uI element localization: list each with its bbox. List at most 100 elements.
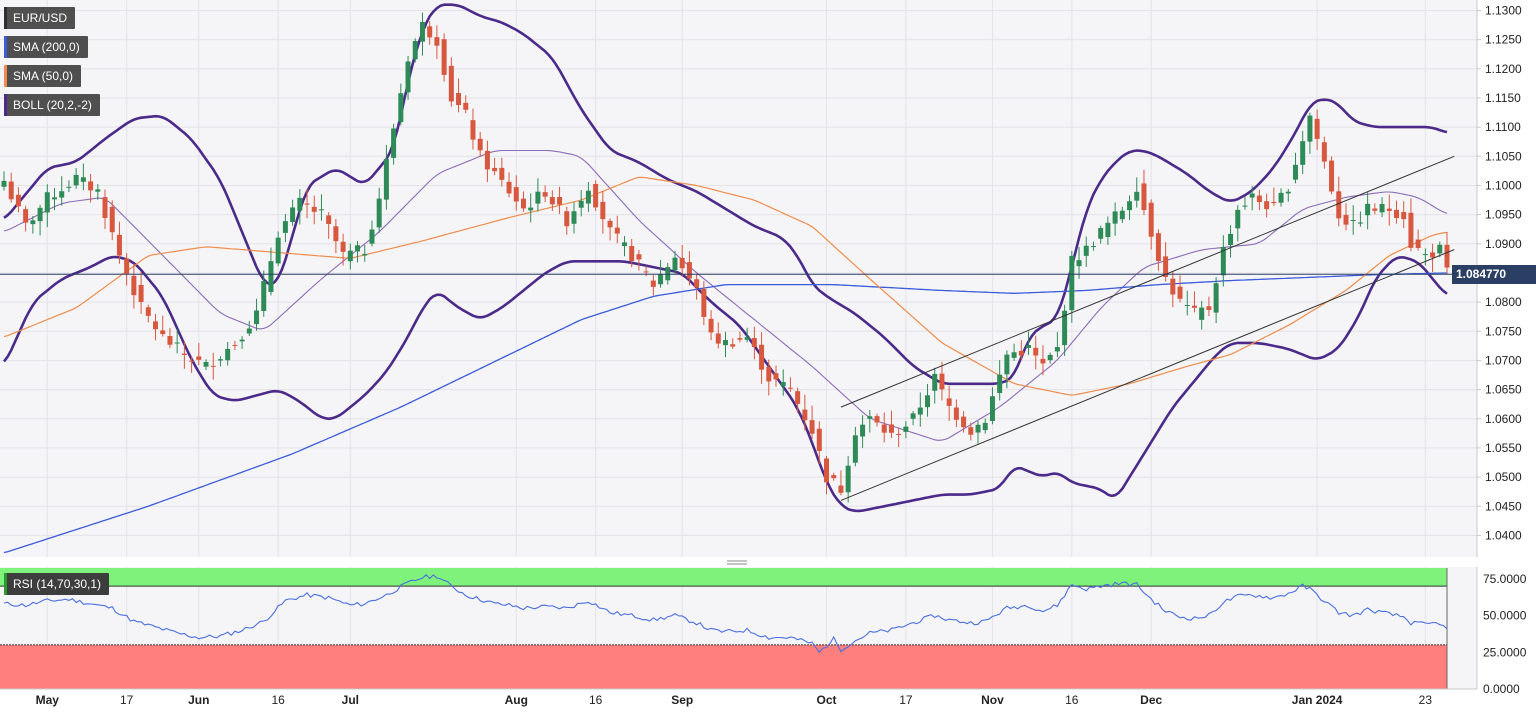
candle: [694, 273, 700, 300]
candle: [189, 356, 195, 373]
candle: [795, 387, 801, 413]
candle-body: [1105, 222, 1111, 238]
candle: [1256, 189, 1262, 211]
candle-body: [1127, 201, 1133, 211]
candle-body: [1336, 191, 1342, 219]
candle: [261, 270, 267, 317]
candle-body: [982, 422, 988, 431]
symbol-label[interactable]: EUR/USD: [4, 7, 76, 29]
candle-body: [225, 348, 231, 361]
candle: [492, 158, 498, 176]
candle-body: [1040, 358, 1046, 364]
rsi-label[interactable]: RSI (14,70,30,1): [4, 573, 110, 595]
candle-body: [946, 398, 952, 406]
indicator-label-sma50[interactable]: SMA (50,0): [4, 65, 82, 87]
candle-body: [174, 342, 180, 344]
candle-body: [1271, 201, 1277, 204]
candle: [578, 189, 584, 217]
candle: [585, 182, 591, 212]
boll-swatch: [4, 94, 7, 116]
pane-resize-handle[interactable]: [0, 557, 1477, 567]
candle-body: [1321, 142, 1327, 162]
candle: [311, 195, 317, 225]
candle-body: [326, 215, 332, 225]
candle: [744, 327, 750, 343]
candle-body: [1011, 352, 1017, 358]
candle-body: [989, 396, 995, 421]
candle: [665, 262, 671, 285]
candle-body: [412, 40, 418, 60]
time-tick-label: Jun: [188, 693, 209, 707]
candle: [1054, 332, 1060, 358]
candle: [506, 172, 512, 198]
candle-body: [636, 254, 642, 260]
candle-body: [282, 221, 288, 233]
candle: [1336, 176, 1342, 227]
candle-body: [751, 338, 757, 348]
price-tick-label: 1.0550: [1485, 441, 1522, 455]
candle-body: [1191, 305, 1197, 308]
candle-body: [578, 200, 584, 208]
candle: [52, 187, 58, 211]
candle-body: [585, 190, 591, 204]
candle-body: [766, 366, 772, 382]
candle-body: [210, 365, 216, 367]
candle: [1040, 345, 1046, 376]
candle-body: [759, 344, 765, 370]
indicator-label-sma200[interactable]: SMA (200,0): [4, 36, 88, 58]
candle-body: [189, 360, 195, 362]
channel-lines: [0, 155, 1477, 501]
candle: [989, 387, 995, 425]
candle-body: [52, 197, 58, 200]
candle-body: [816, 428, 822, 451]
candle: [427, 21, 433, 45]
candle-body: [809, 420, 815, 434]
candle-body: [549, 197, 555, 205]
candle: [888, 410, 894, 439]
candle: [636, 250, 642, 271]
candle: [44, 184, 50, 228]
sma200-swatch: [4, 36, 7, 58]
candle: [614, 215, 620, 244]
candle: [448, 57, 454, 107]
candle: [138, 271, 144, 314]
candle-body: [795, 391, 801, 404]
candle-body: [787, 387, 793, 389]
candle-body: [95, 189, 101, 192]
candle: [1076, 246, 1082, 279]
price-tick-label: 1.0750: [1485, 324, 1522, 338]
candle: [1249, 186, 1255, 211]
rsi-line: [3, 574, 1448, 654]
indicator-label-boll[interactable]: BOLL (20,2,-2): [4, 94, 100, 116]
time-tick-label: 17: [120, 693, 134, 707]
candle-body: [304, 203, 310, 205]
candle-body: [1155, 233, 1161, 261]
candle: [59, 176, 65, 206]
candle: [1401, 201, 1407, 229]
candle-body: [1242, 205, 1248, 207]
candle-body: [1134, 191, 1140, 201]
candle: [867, 410, 873, 433]
candle-body: [867, 416, 873, 419]
candle-body: [1365, 203, 1371, 216]
candle-body: [824, 458, 830, 483]
candle-body: [1083, 245, 1089, 256]
candle: [751, 326, 757, 360]
candle: [30, 216, 36, 234]
candle: [1098, 225, 1104, 244]
candle: [333, 218, 339, 254]
candle: [1112, 202, 1118, 236]
candle-body: [939, 373, 945, 390]
candle: [802, 394, 808, 431]
candle: [383, 145, 389, 210]
moving-average-lines: [3, 176, 1448, 554]
candle: [1062, 304, 1068, 356]
candle: [326, 212, 332, 239]
candle-body: [138, 284, 144, 302]
price-tick-label: 1.0950: [1485, 208, 1522, 222]
candle-body: [181, 353, 187, 356]
price-tick-label: 1.1100: [1485, 120, 1521, 134]
candle: [997, 360, 1003, 401]
